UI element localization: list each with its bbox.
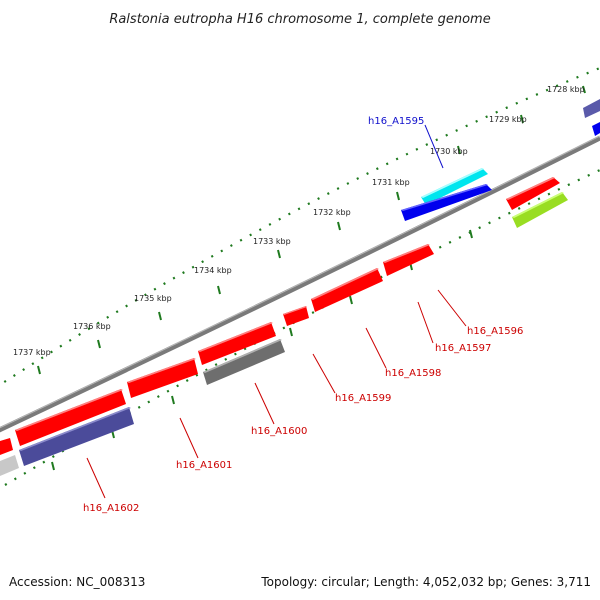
gene-label-h16-a1596[interactable]: h16_A1596 xyxy=(467,326,523,337)
gene-feature-red-1734[interactable] xyxy=(198,322,276,365)
tick-label-1734: 1734 kbp xyxy=(194,266,232,275)
gene-feature-h16-a1597[interactable] xyxy=(383,244,434,276)
tick-label-1729: 1729 kbp xyxy=(489,115,527,124)
tick-label-1732: 1732 kbp xyxy=(313,208,351,217)
gene-label-h16-a1597[interactable]: h16_A1597 xyxy=(435,343,491,354)
gene-feature-h16-a1601[interactable] xyxy=(127,358,198,398)
gene-feature-h16-a1595[interactable] xyxy=(421,168,488,205)
gene-label-h16-a1601[interactable]: h16_A1601 xyxy=(176,460,232,471)
gene-label-h16-a1602[interactable]: h16_A1602 xyxy=(83,503,139,514)
gene-label-h16-a1595[interactable]: h16_A1595 xyxy=(368,116,424,127)
genome-summary-text: Topology: circular; Length: 4,052,032 bp… xyxy=(260,575,591,589)
gene-feature-h16-a1599[interactable] xyxy=(283,306,309,326)
gene-feature-h16-a1596[interactable] xyxy=(506,177,560,210)
gene-label-h16-a1598[interactable]: h16_A1598 xyxy=(385,368,441,379)
tick-label-1736: 1736 kbp xyxy=(73,322,111,331)
gene-leader-lines xyxy=(86,124,467,499)
tick-label-1733: 1733 kbp xyxy=(253,237,291,246)
gene-feature-blue-1730[interactable] xyxy=(401,184,492,221)
tick-label-1728: 1728 kbp xyxy=(547,85,585,94)
gene-feature-h16-a1602[interactable] xyxy=(19,407,134,466)
gene-feature-lightgray-left-edge[interactable] xyxy=(0,455,19,476)
tick-label-1730: 1730 kbp xyxy=(430,147,468,156)
gene-feature-lime-1729[interactable] xyxy=(512,192,568,228)
gene-feature-h16-a1598[interactable] xyxy=(311,268,383,312)
tick-label-1731: 1731 kbp xyxy=(372,178,410,187)
tick-label-1737: 1737 kbp xyxy=(13,348,51,357)
gene-feature-red-left-edge[interactable] xyxy=(0,438,13,455)
tick-label-1735: 1735 kbp xyxy=(134,294,172,303)
outer-ruler-track xyxy=(0,66,600,387)
gene-label-h16-a1600[interactable]: h16_A1600 xyxy=(251,426,307,437)
map-title: Ralstonia eutropha H16 chromosome 1, com… xyxy=(109,12,490,27)
accession-text: Accession: NC_008313 xyxy=(9,575,145,589)
chromosome-backbone xyxy=(0,135,600,433)
gene-feature-slate-top-right[interactable] xyxy=(583,99,600,118)
gene-feature-blue-top-right[interactable] xyxy=(592,122,600,136)
gene-label-h16-a1599[interactable]: h16_A1599 xyxy=(335,393,391,404)
gene-feature-h16-a1600[interactable] xyxy=(203,339,285,385)
outer-major-ticks xyxy=(37,85,586,375)
chromosome-backbone-highlight xyxy=(0,135,600,429)
gene-feature-red-1736[interactable] xyxy=(15,389,126,446)
